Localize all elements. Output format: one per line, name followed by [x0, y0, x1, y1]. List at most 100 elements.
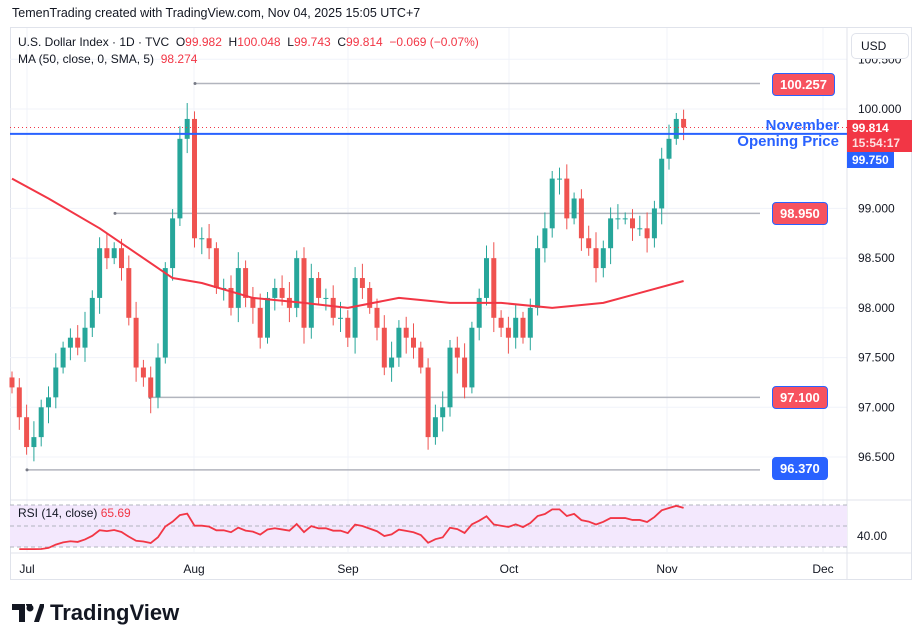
candle-body [126, 268, 132, 318]
candle-body [447, 347, 453, 408]
candle-body [505, 327, 511, 338]
y-tick-label: 98.500 [858, 251, 895, 265]
high-value: 100.048 [237, 35, 281, 49]
candle-body [67, 337, 73, 348]
candle-body [637, 228, 643, 230]
y-tick-label: 99.000 [858, 201, 895, 215]
november-open-annotation: November Opening Price [700, 118, 839, 150]
candle-body [330, 297, 336, 318]
candle-body [673, 118, 679, 139]
symbol-name: U.S. Dollar Index · 1D · TVC [18, 35, 170, 49]
candle-body [454, 347, 460, 358]
candle-body [681, 118, 687, 128]
candle-body [615, 218, 621, 220]
ma-value: 98.274 [160, 52, 198, 66]
candle-body [228, 287, 234, 308]
candle-body [97, 248, 103, 298]
candle-body [578, 198, 584, 239]
level-tag-100257[interactable]: 100.257 [772, 73, 835, 96]
x-tick-label: Sep [337, 562, 359, 576]
rsi-line [19, 504, 684, 550]
candle-body [630, 218, 635, 229]
y-tick-label: 96.500 [858, 450, 895, 464]
y-tick-label: 100.000 [858, 102, 902, 116]
x-tick-label: Nov [656, 562, 677, 576]
open-price-tag: 99.750 [847, 152, 894, 168]
close-label: C [337, 35, 347, 49]
level-anchor [193, 81, 197, 85]
candle-body [381, 327, 387, 368]
level-tag-98950[interactable]: 98.950 [772, 202, 828, 225]
candle-body [651, 208, 657, 239]
last-price: 99.814 [852, 121, 889, 135]
candle-body [564, 178, 570, 219]
rsi-band [10, 505, 847, 547]
candle-body [60, 347, 66, 368]
candle-body [535, 248, 541, 308]
candle-body [140, 367, 146, 378]
candle-body [622, 218, 628, 220]
candle-body [338, 317, 343, 319]
candle-body [301, 258, 307, 328]
close-value: 99.814 [346, 35, 383, 49]
level-tag-96370[interactable]: 96.370 [772, 457, 828, 480]
candle-body [279, 287, 285, 298]
candle-body [469, 327, 475, 388]
candle-body [46, 397, 51, 408]
candle-body [571, 198, 577, 219]
rsi-axis-label: 40.00 [857, 529, 888, 543]
candle-body [177, 138, 183, 219]
x-tick-label: Aug [183, 562, 204, 576]
candle-body [586, 238, 592, 249]
candle-body [31, 437, 37, 448]
candle-body [257, 307, 263, 338]
candle-body [520, 317, 526, 338]
ma-line [11, 177, 684, 309]
candle-body [286, 297, 292, 308]
candle-body [593, 248, 599, 269]
y-tick-label: 97.000 [858, 400, 895, 414]
tradingview-logo: TradingView [12, 600, 179, 626]
candle-body [418, 347, 424, 368]
candle-body [133, 317, 139, 368]
candle-body [82, 327, 88, 348]
rsi-legend: RSI (14, close) 65.69 [18, 506, 131, 520]
candle-body [250, 297, 256, 308]
candle-body [440, 407, 446, 418]
candle-body [462, 357, 468, 388]
x-tick-label: Dec [812, 562, 833, 576]
annotation-line2: Opening Price [737, 133, 839, 150]
candle-body [111, 248, 117, 259]
candle-body [476, 297, 482, 328]
candle-body [666, 138, 672, 159]
candle-body [89, 297, 95, 328]
level-tag-97100[interactable]: 97.100 [772, 386, 828, 409]
candle-body [213, 248, 219, 288]
currency-button[interactable]: USD [851, 33, 909, 59]
rsi-value: 65.69 [100, 506, 131, 520]
symbol-legend: U.S. Dollar Index · 1D · TVC O99.982 H10… [18, 35, 479, 49]
candle-body [316, 278, 322, 298]
candle-body [16, 387, 22, 418]
candle-body [265, 297, 270, 338]
candle-body [352, 278, 358, 338]
candle-body [184, 118, 190, 139]
candle-body [148, 377, 154, 398]
level-anchor [25, 468, 29, 472]
candle-body [294, 258, 300, 308]
candle-body [9, 377, 15, 388]
candle-body [104, 248, 110, 259]
candle-body [192, 118, 197, 239]
candle-body [119, 248, 124, 269]
last-price-tag: 99.814 15:54:17 [847, 120, 912, 152]
x-tick-label: Jul [19, 562, 34, 576]
candle-body [367, 287, 373, 308]
open-label: O [175, 35, 186, 49]
candle-body [403, 327, 409, 338]
candle-body [155, 357, 161, 398]
ma-legend: MA (50, close, 0, SMA, 5) 98.274 [18, 52, 197, 66]
candle-body [345, 317, 351, 338]
candle-body [323, 297, 329, 299]
level-anchor [113, 211, 117, 215]
